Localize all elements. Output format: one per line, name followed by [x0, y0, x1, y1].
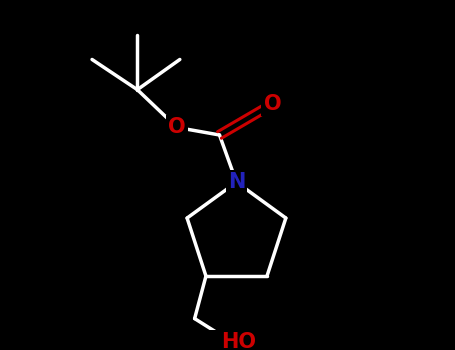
Text: O: O — [168, 118, 186, 138]
Text: HO: HO — [222, 332, 257, 350]
Text: N: N — [228, 172, 245, 192]
Text: O: O — [263, 94, 281, 114]
